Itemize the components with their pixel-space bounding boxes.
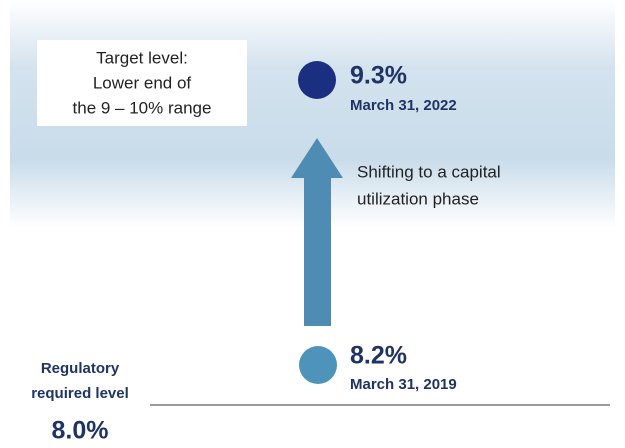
annotation: utilization phase	[357, 189, 479, 208]
current-dot	[299, 346, 337, 384]
arrow-head	[291, 138, 343, 178]
target-box	[37, 40, 247, 126]
target-text: the 9 – 10% range	[73, 98, 212, 117]
point-date: March 31, 2022	[350, 97, 457, 114]
target-dot	[298, 61, 336, 99]
regulatory-value: 8.0%	[52, 417, 109, 445]
regulatory-label: Regulatory	[41, 360, 120, 377]
regulatory-label: required level	[31, 385, 129, 402]
point-date: March 31, 2019	[350, 376, 457, 393]
point-value: 9.3%	[350, 62, 407, 90]
annotation: Shifting to a capital	[357, 162, 501, 181]
point-value: 8.2%	[350, 342, 407, 370]
target-text: Lower end of	[93, 73, 192, 92]
arrow-shaft	[304, 176, 331, 326]
target-text: Target level:	[96, 48, 188, 67]
